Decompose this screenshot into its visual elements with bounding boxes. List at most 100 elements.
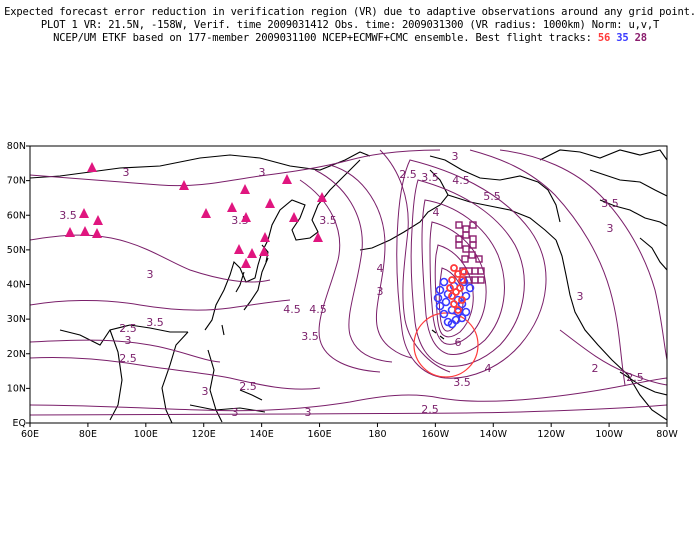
contour-label: 4: [433, 206, 440, 219]
track-marker-blue: [439, 277, 449, 287]
track-marker-red: [458, 296, 466, 304]
track-marker-red: [456, 284, 464, 292]
contour-label: 3: [452, 150, 459, 163]
contour-label: 3: [259, 166, 266, 179]
x-tick-label: 120W: [537, 429, 565, 440]
x-tick-label: 60E: [21, 429, 39, 440]
track-marker-blue: [465, 283, 475, 293]
contour-label: 3: [305, 406, 312, 419]
verification-region-circle: [413, 312, 479, 378]
axis-ticks: 60E 80E 100E 120E 140E 160E 180 160W 140W 120W 100…: [7, 141, 679, 440]
station-triangle: [265, 198, 275, 208]
contour-label: 6: [455, 336, 462, 349]
x-tick-label: 80E: [79, 429, 97, 440]
track-marker-purple: [461, 255, 469, 263]
header-line-2: PLOT 1 VR: 21.5N, -158W, Verif. time 200…: [40, 19, 660, 31]
track-marker-purple: [475, 255, 483, 263]
track-marker-purple: [455, 241, 463, 249]
contour-label: 3: [607, 222, 614, 235]
header-line-3: NCEP/UM ETKF based on 177-member 2009031…: [0, 32, 700, 45]
observation-stations: [65, 162, 327, 268]
y-tick-label: 40N: [7, 280, 26, 291]
contour-label: 3: [377, 285, 384, 298]
station-triangle: [247, 248, 257, 258]
track-marker-blue: [435, 285, 445, 295]
y-tick-label: 20N: [7, 349, 26, 360]
contour-label: 2.5: [626, 371, 644, 384]
station-triangle: [313, 232, 323, 242]
contour-label: 4.5: [452, 174, 470, 187]
track-count-purple: 28: [634, 32, 647, 44]
y-tick-label: 70N: [7, 176, 26, 187]
track-marker-red: [448, 292, 456, 300]
station-triangle: [289, 212, 299, 222]
y-tick-label: 50N: [7, 245, 26, 256]
track-marker-red: [454, 306, 462, 314]
station-triangle: [260, 232, 270, 242]
track-marker-purple: [477, 276, 485, 284]
contour-label: 4: [485, 362, 492, 375]
station-triangle: [227, 202, 237, 212]
station-triangle: [93, 215, 103, 225]
contour-label: 3.5: [301, 330, 319, 343]
track-marker-red: [446, 284, 454, 292]
x-tick-label: 80W: [656, 429, 678, 440]
station-triangle: [201, 208, 211, 218]
station-triangle: [80, 226, 90, 236]
contour-label: 3: [125, 334, 132, 347]
map-frame: [30, 146, 667, 423]
contour-label: 5.5: [483, 190, 501, 203]
y-tick-label: 80N: [7, 141, 26, 152]
x-tick-label: 100E: [134, 429, 158, 440]
track-marker-blue: [457, 313, 467, 323]
track-marker-red: [460, 268, 468, 276]
x-tick-label: 120E: [192, 429, 216, 440]
error-reduction-contours: [30, 149, 667, 416]
contour-label: 4: [377, 262, 384, 275]
track-marker-purple: [469, 221, 477, 229]
contour-label: 3.5: [601, 197, 619, 210]
track-marker-purple: [468, 251, 476, 259]
track-count-blue: 35: [616, 32, 629, 44]
track-marker-blue: [441, 297, 451, 307]
track-marker-purple: [477, 267, 485, 275]
contour-label: 3.5: [59, 209, 77, 222]
track-marker-blue: [453, 295, 463, 305]
contour-label: 3: [232, 406, 239, 419]
x-tick-label: 180: [368, 429, 386, 440]
station-triangle: [65, 227, 75, 237]
station-triangle: [241, 258, 251, 268]
track-marker-red: [450, 264, 458, 272]
track-marker-purple: [462, 245, 470, 253]
station-triangle: [240, 184, 250, 194]
contour-label: 3: [577, 290, 584, 303]
header-line-1: Expected forecast error reduction in ver…: [4, 6, 696, 18]
y-tick-label: 60N: [7, 210, 26, 221]
contour-label: 2.5: [399, 168, 417, 181]
track-marker-blue: [433, 293, 443, 303]
track-marker-purple: [469, 241, 477, 249]
contour-label: 4.5: [309, 303, 327, 316]
x-tick-label: 100W: [595, 429, 623, 440]
contour-label: 2.5: [119, 322, 137, 335]
station-triangle: [317, 192, 327, 202]
contour-label: 2.5: [119, 352, 137, 365]
contour-label: 2.5: [239, 380, 257, 393]
track-marker-red: [448, 276, 456, 284]
contour-label: 3.5: [146, 316, 164, 329]
track-marker-red: [450, 300, 458, 308]
contour-label: 3: [147, 268, 154, 281]
track-marker-purple: [462, 231, 470, 239]
y-tick-label: 30N: [7, 314, 26, 325]
station-triangle: [259, 246, 269, 256]
x-tick-label: 160W: [422, 429, 450, 440]
x-tick-label: 140E: [250, 429, 274, 440]
contour-label: 3: [123, 166, 130, 179]
track-marker-blue: [461, 291, 471, 301]
station-triangle: [92, 228, 102, 238]
track-marker-purple: [455, 221, 463, 229]
contour-label: 4.5: [283, 303, 301, 316]
contour-label: 3.5: [319, 214, 337, 227]
